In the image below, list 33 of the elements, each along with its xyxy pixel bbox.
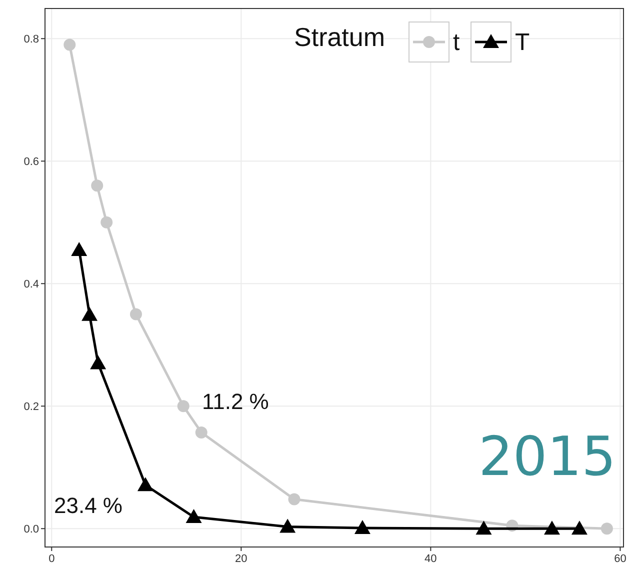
x-tick-label: 60 bbox=[614, 553, 626, 565]
point bbox=[130, 308, 142, 320]
point bbox=[82, 306, 98, 321]
point bbox=[91, 180, 104, 192]
legend-title: Stratum bbox=[294, 22, 386, 52]
y-tick-label: 0.2 bbox=[24, 401, 39, 414]
point bbox=[288, 493, 300, 506]
point bbox=[186, 508, 202, 523]
x-tick-label: 20 bbox=[235, 553, 248, 565]
x-tick-label: 40 bbox=[424, 553, 437, 565]
annotation: 23.4 % bbox=[54, 493, 122, 518]
point bbox=[476, 520, 492, 535]
point bbox=[354, 520, 370, 534]
point bbox=[90, 355, 106, 370]
point bbox=[571, 520, 588, 535]
legend-label: t bbox=[453, 29, 460, 56]
point bbox=[280, 518, 296, 533]
y-tick-label: 0.0 bbox=[24, 524, 39, 536]
y-tick-label: 0.8 bbox=[24, 34, 39, 46]
point bbox=[64, 38, 76, 51]
point bbox=[177, 400, 190, 412]
annotation: 11.2 % bbox=[202, 389, 269, 414]
point bbox=[100, 216, 113, 228]
point bbox=[195, 426, 208, 438]
y-tick-label: 0.6 bbox=[24, 156, 39, 168]
annotation: 2015 bbox=[478, 425, 616, 488]
point bbox=[137, 477, 154, 492]
point bbox=[71, 242, 88, 256]
legend-label: T bbox=[515, 29, 530, 56]
x-tick-label: 0 bbox=[48, 553, 55, 565]
point bbox=[544, 520, 560, 535]
y-tick-label: 0.4 bbox=[24, 278, 39, 291]
point bbox=[600, 522, 613, 535]
